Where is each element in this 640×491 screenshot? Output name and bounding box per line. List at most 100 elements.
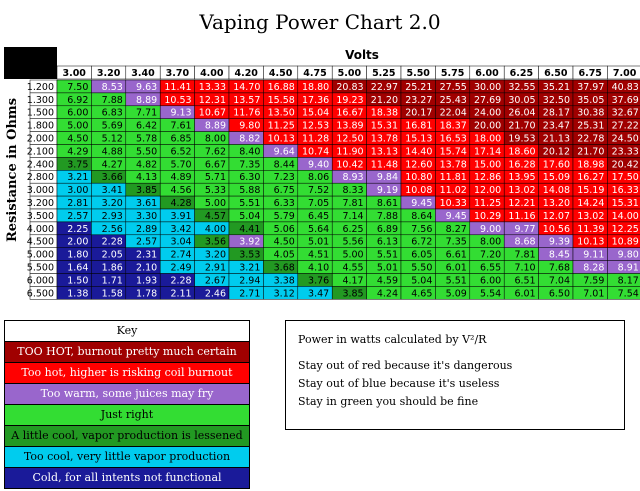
cell-value: 3.21 [239, 263, 260, 274]
cell-value: 9.13 [170, 108, 191, 119]
cell-value: 2.49 [170, 263, 191, 274]
cell-value: 11.25 [268, 121, 295, 132]
x-tick-label: 6.75 [578, 68, 601, 79]
corner-block [4, 47, 57, 79]
x-tick-label: 5.75 [441, 68, 464, 79]
cell-value: 13.95 [508, 172, 535, 183]
cell-value: 8.00 [480, 237, 501, 248]
cell-value: 4.55 [342, 263, 363, 274]
cell-value: 6.00 [480, 275, 501, 286]
x-tick-label: 5.50 [406, 68, 430, 79]
cell-value: 6.89 [377, 224, 398, 235]
cell-value: 7.71 [136, 108, 157, 119]
cell-value: 1.50 [67, 275, 88, 286]
cell-value: 16.67 [336, 108, 363, 119]
cell-value: 13.50 [268, 108, 295, 119]
x-tick-label: 4.50 [269, 68, 293, 79]
cell-value: 6.45 [308, 211, 329, 222]
cell-value: 2.93 [102, 211, 123, 222]
cell-value: 3.30 [136, 211, 157, 222]
cell-value: 18.38 [371, 108, 398, 119]
cell-value: 4.24 [377, 288, 398, 299]
cell-value: 5.64 [308, 224, 329, 235]
notes-box: Power in watts calculated by V²/R Stay o… [285, 320, 625, 430]
cell-value: 9.64 [274, 146, 295, 157]
cell-value: 14.24 [577, 198, 604, 209]
cell-value: 12.60 [405, 159, 432, 170]
cell-value: 4.56 [170, 185, 191, 196]
cell-value: 8.44 [274, 159, 295, 170]
cell-value: 21.13 [543, 134, 570, 145]
cell-value: 6.33 [274, 198, 295, 209]
cell-value: 4.50 [67, 134, 88, 145]
y-tick-label: 4.500 [27, 237, 54, 248]
formula-note: Power in watts calculated by V²/R [298, 333, 487, 346]
cell-value: 16.53 [440, 134, 467, 145]
cell-value: 5.01 [377, 263, 398, 274]
cell-value: 9.77 [514, 224, 535, 235]
cell-value: 2.71 [239, 288, 260, 299]
cell-value: 7.81 [342, 198, 363, 209]
cell-value: 3.53 [239, 250, 260, 261]
cell-value: 1.58 [102, 288, 123, 299]
cell-value: 15.04 [302, 108, 329, 119]
cell-value: 3.41 [102, 185, 123, 196]
key-item: TOO HOT, burnout pretty much certain [5, 342, 249, 363]
cell-value: 7.56 [411, 224, 432, 235]
cell-value: 37.69 [612, 95, 639, 106]
x-tick-label: 5.00 [338, 68, 362, 79]
cell-value: 40.83 [612, 82, 639, 93]
cell-value: 4.89 [170, 172, 191, 183]
cell-value: 11.28 [302, 134, 329, 145]
x-tick-label: 6.50 [544, 68, 568, 79]
key-item: Cold, for all intents not functional [5, 468, 249, 488]
cell-value: 4.65 [411, 288, 432, 299]
cell-value: 2.74 [170, 250, 191, 261]
cell-value: 21.20 [371, 95, 398, 106]
cell-value: 3.91 [170, 211, 191, 222]
cell-value: 19.53 [508, 134, 535, 145]
cell-value: 10.42 [336, 159, 363, 170]
cell-value: 23.27 [405, 95, 432, 106]
cell-value: 5.69 [102, 121, 123, 132]
legend-key: Key TOO HOT, burnout pretty much certain… [4, 320, 250, 489]
cell-value: 6.42 [136, 121, 157, 132]
cell-value: 23.47 [543, 121, 570, 132]
cell-value: 10.13 [577, 237, 604, 248]
note-blue: Stay out of blue because it's useless [298, 377, 500, 390]
cell-value: 9.45 [411, 198, 432, 209]
cell-value: 10.08 [405, 185, 432, 196]
cell-value: 5.50 [411, 263, 432, 274]
cell-value: 5.00 [67, 121, 88, 132]
cell-value: 4.13 [136, 172, 157, 183]
cell-value: 2.28 [170, 275, 191, 286]
cell-value: 17.60 [543, 159, 570, 170]
cell-value: 8.00 [205, 134, 226, 145]
cell-value: 1.64 [67, 263, 88, 274]
cell-value: 4.88 [102, 146, 123, 157]
y-tick-label: 2.800 [27, 172, 54, 183]
cell-value: 3.75 [67, 159, 88, 170]
chart-title: Vaping Power Chart 2.0 [199, 10, 441, 34]
cell-value: 4.29 [67, 146, 88, 157]
cell-value: 7.54 [618, 288, 639, 299]
cell-value: 3.20 [205, 250, 226, 261]
cell-value: 7.81 [514, 250, 535, 261]
cell-value: 8.53 [102, 82, 123, 93]
cell-value: 30.05 [508, 95, 535, 106]
cell-value: 13.78 [371, 134, 398, 145]
cell-value: 9.40 [308, 159, 329, 170]
cell-value: 2.11 [170, 288, 191, 299]
cell-value: 11.16 [508, 211, 535, 222]
cell-value: 30.38 [577, 108, 604, 119]
cell-value: 27.55 [440, 82, 467, 93]
cell-value: 1.93 [136, 275, 157, 286]
y-tick-label: 5.000 [27, 250, 54, 261]
cell-value: 25.31 [577, 121, 604, 132]
cell-value: 21.70 [508, 121, 535, 132]
y-tick-label: 6.000 [27, 275, 54, 286]
cell-value: 5.78 [136, 134, 157, 145]
note-green: Stay in green you should be fine [298, 395, 479, 408]
y-tick-label: 2.000 [27, 134, 54, 145]
cell-value: 7.04 [549, 275, 570, 286]
